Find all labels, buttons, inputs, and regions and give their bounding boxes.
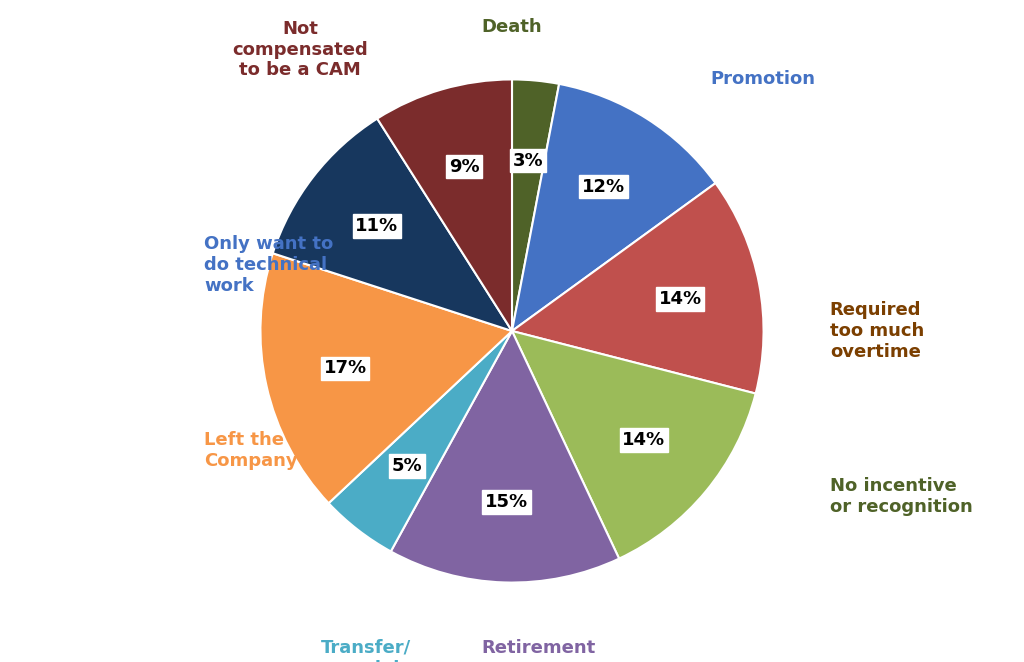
Wedge shape	[329, 331, 512, 551]
Wedge shape	[260, 254, 512, 503]
Wedge shape	[272, 118, 512, 331]
Text: 17%: 17%	[324, 359, 367, 377]
Text: 15%: 15%	[485, 493, 528, 511]
Text: 3%: 3%	[513, 152, 544, 169]
Wedge shape	[512, 183, 764, 394]
Wedge shape	[391, 331, 620, 583]
Text: 14%: 14%	[623, 431, 666, 449]
Wedge shape	[512, 84, 716, 331]
Text: 14%: 14%	[658, 290, 701, 308]
Text: Only want to
do technical
work: Only want to do technical work	[204, 235, 334, 295]
Text: 9%: 9%	[449, 158, 479, 175]
Text: 11%: 11%	[355, 217, 398, 235]
Wedge shape	[512, 331, 756, 559]
Text: Promotion: Promotion	[711, 70, 815, 89]
Text: Transfer/
new job: Transfer/ new job	[322, 639, 412, 662]
Text: Left the
Company: Left the Company	[204, 431, 298, 469]
Wedge shape	[512, 79, 559, 331]
Wedge shape	[377, 79, 512, 331]
Text: Death: Death	[481, 19, 543, 36]
Text: 5%: 5%	[392, 457, 423, 475]
Text: No incentive
or recognition: No incentive or recognition	[829, 477, 973, 516]
Text: Required
too much
overtime: Required too much overtime	[829, 301, 924, 361]
Text: Retirement: Retirement	[481, 639, 596, 657]
Text: 12%: 12%	[582, 177, 626, 195]
Text: Not
compensated
to be a CAM: Not compensated to be a CAM	[232, 20, 368, 79]
